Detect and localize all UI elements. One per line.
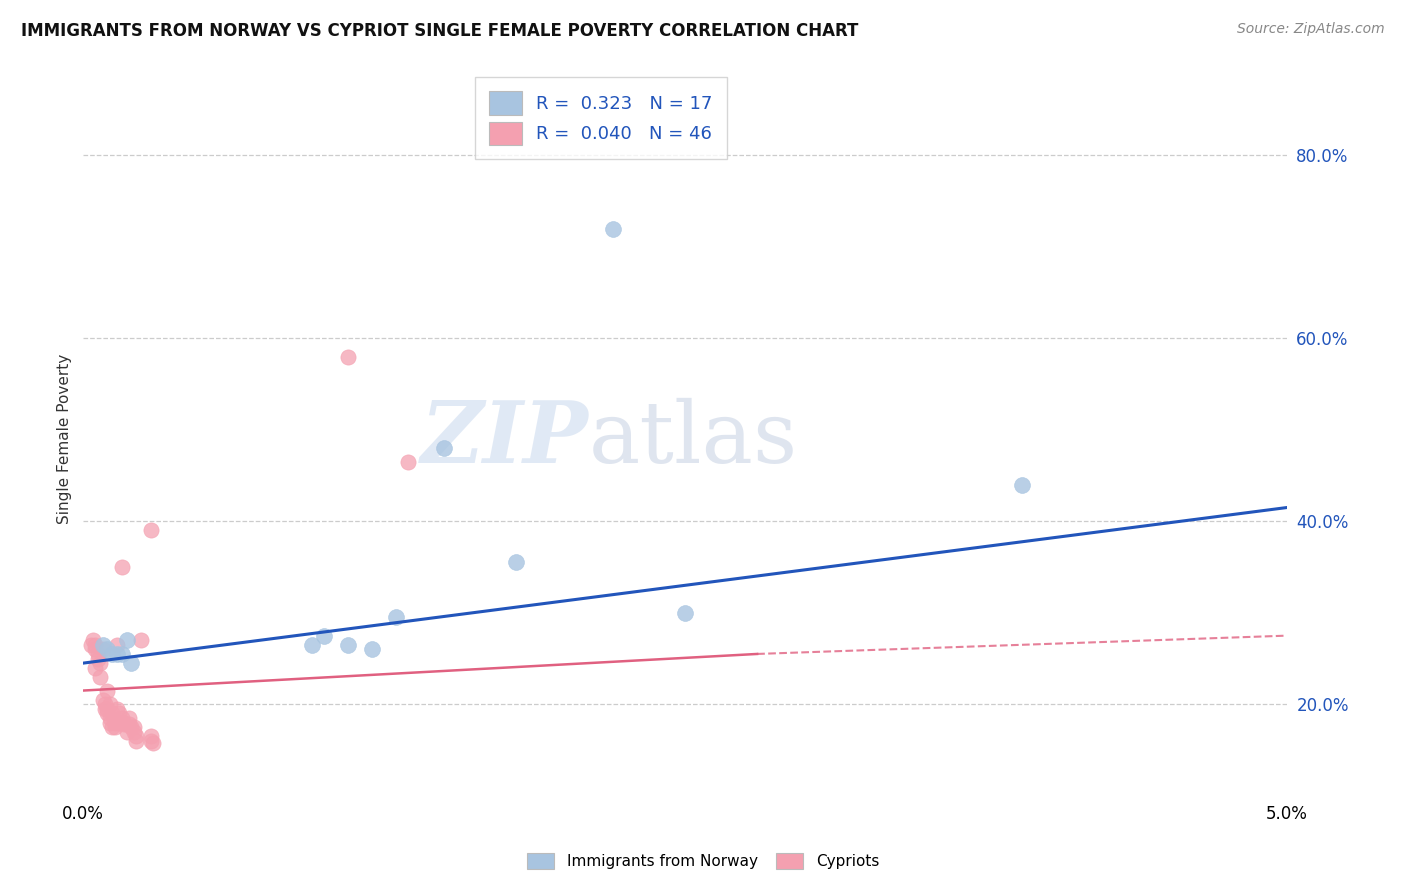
Point: [108, 706, 131, 721]
Point: [337, 350, 360, 364]
Legend: Immigrants from Norway, Cypriots: Immigrants from Norway, Cypriots: [520, 847, 886, 875]
Point: [82, 633, 104, 648]
Point: [101, 720, 124, 734]
Text: Source: ZipAtlas.com: Source: ZipAtlas.com: [1237, 22, 1385, 37]
Text: atlas: atlas: [589, 397, 797, 481]
Point: [337, 638, 360, 652]
Point: [94, 702, 117, 716]
Point: [673, 606, 696, 620]
Legend: R =  0.323   N = 17, R =  0.040   N = 46: R = 0.323 N = 17, R = 0.040 N = 46: [475, 77, 727, 160]
Point: [118, 711, 141, 725]
Point: [87, 651, 110, 665]
Point: [84, 642, 107, 657]
Point: [103, 720, 125, 734]
Point: [139, 729, 162, 743]
Point: [84, 661, 107, 675]
Point: [79, 638, 101, 652]
Point: [120, 720, 142, 734]
Point: [129, 633, 152, 648]
Point: [112, 715, 135, 730]
Point: [602, 221, 624, 235]
Point: [96, 706, 118, 721]
Point: [111, 647, 134, 661]
Point: [125, 729, 148, 743]
Point: [108, 715, 131, 730]
Point: [385, 610, 408, 624]
Point: [84, 638, 107, 652]
Point: [89, 656, 111, 670]
Point: [142, 736, 165, 750]
Point: [122, 724, 145, 739]
Point: [98, 698, 121, 712]
Point: [87, 647, 110, 661]
Point: [91, 692, 114, 706]
Point: [120, 656, 142, 670]
Point: [94, 698, 117, 712]
Point: [115, 633, 138, 648]
Point: [125, 734, 148, 748]
Point: [361, 642, 384, 657]
Point: [312, 629, 335, 643]
Point: [98, 715, 121, 730]
Point: [98, 711, 121, 725]
Point: [96, 683, 118, 698]
Point: [139, 734, 162, 748]
Text: ZIP: ZIP: [420, 397, 589, 481]
Point: [91, 642, 114, 657]
Point: [111, 711, 134, 725]
Point: [105, 702, 128, 716]
Point: [91, 638, 114, 652]
Y-axis label: Single Female Poverty: Single Female Poverty: [58, 354, 72, 524]
Point: [396, 455, 419, 469]
Point: [115, 724, 138, 739]
Point: [111, 560, 134, 574]
Point: [96, 642, 118, 657]
Point: [122, 720, 145, 734]
Point: [433, 441, 456, 455]
Point: [112, 717, 135, 731]
Text: IMMIGRANTS FROM NORWAY VS CYPRIOT SINGLE FEMALE POVERTY CORRELATION CHART: IMMIGRANTS FROM NORWAY VS CYPRIOT SINGLE…: [21, 22, 859, 40]
Point: [105, 647, 128, 661]
Point: [105, 638, 128, 652]
Point: [1011, 477, 1033, 491]
Point: [301, 638, 323, 652]
Point: [101, 706, 124, 721]
Point: [505, 556, 527, 570]
Point: [103, 715, 125, 730]
Point: [96, 702, 118, 716]
Point: [139, 524, 162, 538]
Point: [118, 717, 141, 731]
Point: [89, 670, 111, 684]
Point: [101, 647, 124, 661]
